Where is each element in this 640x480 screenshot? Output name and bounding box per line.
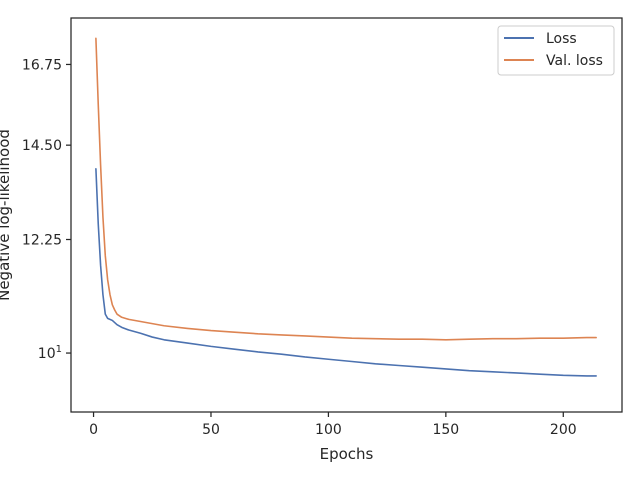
x-tick-label-0: 0	[89, 422, 98, 438]
plot-lines	[95, 37, 597, 377]
x-axis-label: Epochs	[320, 445, 374, 463]
y-tick-label-14-50: 14.50	[22, 138, 62, 154]
y-axis-label: Negative log-likelihood	[0, 129, 13, 301]
legend: Loss Val. loss	[497, 25, 615, 76]
y-tick-label-16-75: 16.75	[22, 57, 62, 73]
series-line-val-loss	[95, 37, 597, 341]
x-axis: 0 50 100 150 200	[89, 412, 577, 438]
x-tick-label-100: 100	[315, 422, 342, 438]
plot-frame	[70, 17, 623, 413]
series-line-loss	[95, 168, 597, 377]
x-tick-label-200: 200	[550, 422, 577, 438]
legend-label-val-loss: Val. loss	[546, 53, 603, 69]
x-tick-label-50: 50	[202, 422, 220, 438]
y-tick-label-12-25: 12.25	[22, 233, 62, 249]
x-tick-label-150: 150	[432, 422, 459, 438]
legend-label-loss: Loss	[546, 31, 577, 47]
